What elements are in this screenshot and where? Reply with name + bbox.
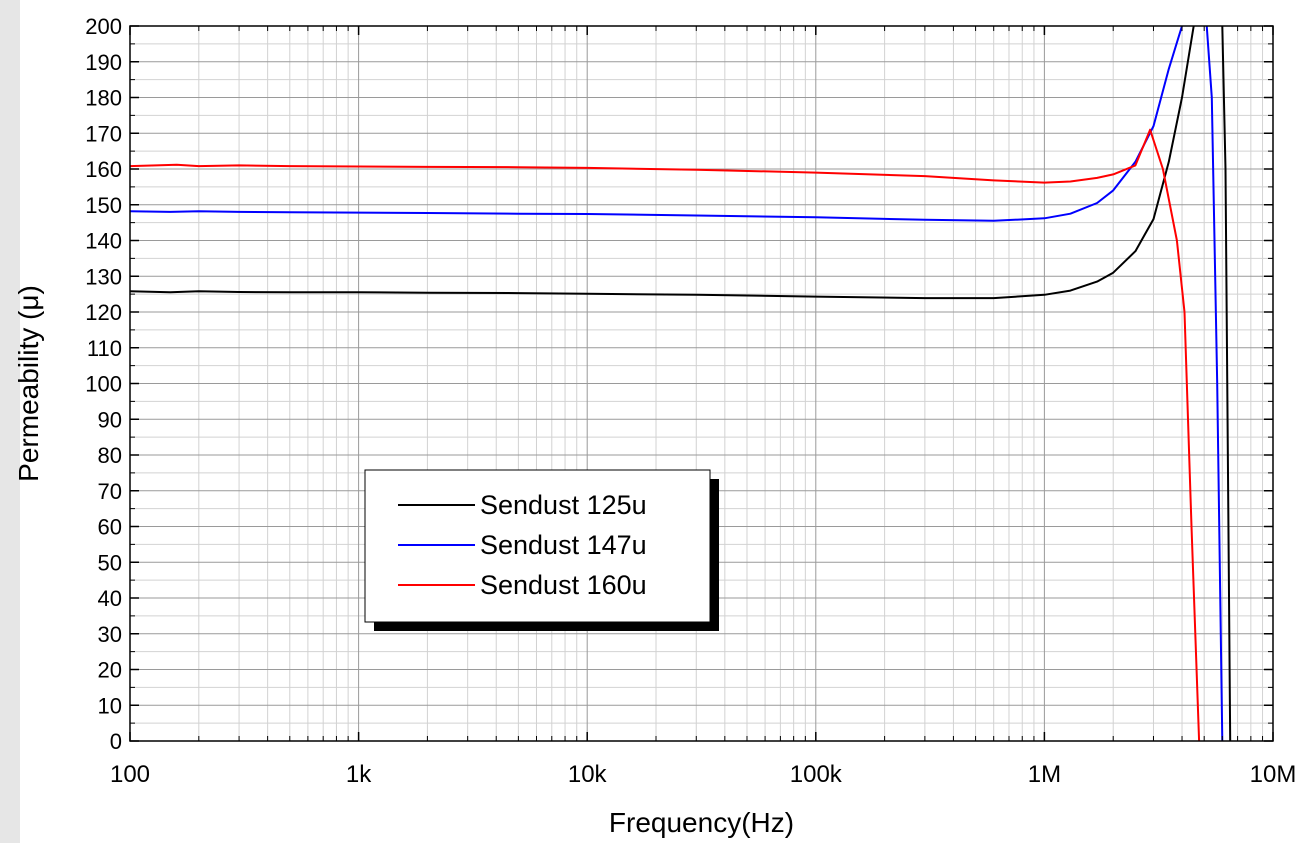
- y-tick-label: 10: [98, 693, 122, 718]
- y-tick-label: 160: [85, 157, 122, 182]
- x-tick-label: 1k: [346, 761, 372, 788]
- legend-label: Sendust 160u: [480, 570, 647, 600]
- x-tick-label: 100k: [790, 761, 843, 788]
- y-tick-label: 130: [85, 264, 122, 289]
- legend-label: Sendust 125u: [480, 490, 647, 520]
- x-tick-labels: 100 1k 10k 100k 1M 10M: [110, 761, 1296, 788]
- axis-ticks: [129, 25, 1274, 742]
- left-margin-strip: [0, 0, 20, 843]
- y-tick-label: 180: [85, 86, 122, 111]
- series-line-3: [130, 128, 1201, 741]
- x-tick-label: 1M: [1028, 761, 1061, 788]
- x-tick-label: 100: [110, 761, 150, 788]
- y-tick-label: 110: [87, 336, 122, 361]
- y-tick-label: 150: [85, 193, 122, 218]
- y-tick-label: 0: [110, 729, 122, 754]
- y-tick-label: 90: [98, 407, 122, 432]
- series-layer: [130, 26, 1232, 741]
- x-tick-label: 10k: [568, 761, 608, 788]
- y-tick-label: 30: [98, 622, 122, 647]
- y-tick-label: 100: [85, 372, 122, 397]
- y-tick-label: 140: [85, 229, 122, 254]
- y-tick-label: 70: [98, 479, 122, 504]
- y-tick-label: 50: [98, 550, 122, 575]
- y-tick-labels: 0 10 20 30 40 50 60 70 80 90 100 110 120 130 140 150 160…: [85, 14, 122, 754]
- y-tick-label: 170: [85, 121, 122, 146]
- y-tick-label: 80: [98, 443, 122, 468]
- y-tick-label: 60: [98, 515, 122, 540]
- x-tick-label: 10M: [1250, 761, 1297, 788]
- x-axis-title: Frequency(Hz): [609, 807, 794, 838]
- series-line-1: [130, 26, 1232, 741]
- series-line-2: [130, 26, 1224, 741]
- y-tick-label: 120: [85, 300, 122, 325]
- y-tick-label: 40: [98, 586, 122, 611]
- y-tick-label: 190: [85, 50, 122, 75]
- major-grid: [129, 25, 1274, 742]
- legend-label: Sendust 147u: [480, 530, 647, 560]
- y-tick-label: 20: [98, 658, 122, 683]
- y-axis-title: Permeability (μ): [13, 285, 44, 482]
- y-tick-label: 200: [85, 14, 122, 39]
- legend: Sendust 125u Sendust 147u Sendust 160u: [364, 469, 719, 631]
